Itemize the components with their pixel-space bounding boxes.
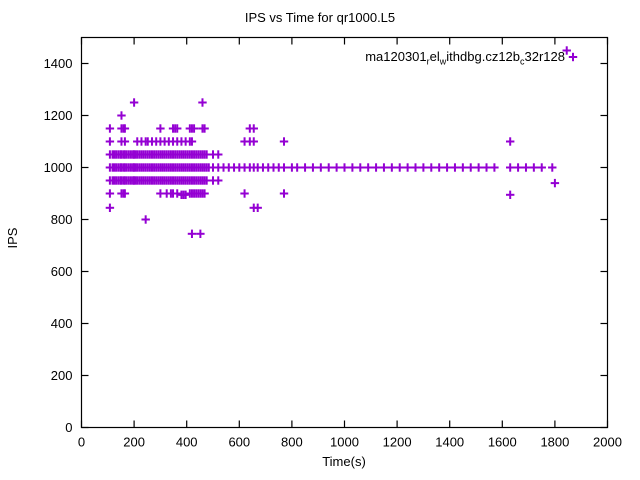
x-tick-label: 1800: [540, 435, 569, 450]
y-axis-label: IPS: [5, 227, 20, 248]
x-axis-ticks: 0 200 400 600 800 1000 1200 1400 1600 1800 2000: [78, 37, 622, 450]
x-tick-label: 1600: [488, 435, 517, 450]
x-tick-label: 800: [281, 435, 303, 450]
legend: ma120301relwithdbg.cz12bc32r128: [365, 49, 578, 67]
x-tick-label: 400: [176, 435, 198, 450]
legend-entry-label: ma120301relwithdbg.cz12bc32r128: [365, 49, 565, 67]
y-tick-label: 800: [51, 212, 73, 227]
y-tick-label: 200: [51, 368, 73, 383]
chart-title: IPS vs Time for qr1000.L5: [245, 10, 395, 25]
x-tick-label: 0: [78, 435, 85, 450]
y-tick-label: 1400: [44, 56, 73, 71]
x-tick-label: 1400: [435, 435, 464, 450]
y-tick-label: 0: [65, 420, 72, 435]
x-axis-label: Time(s): [322, 454, 366, 469]
y-axis-ticks: 0 200 400 600 800 1000 1200 1400: [44, 56, 608, 435]
x-tick-label: 200: [123, 435, 145, 450]
y-tick-label: 400: [51, 316, 73, 331]
y-tick-label: 1000: [44, 160, 73, 175]
x-tick-label: 600: [228, 435, 250, 450]
y-tick-label: 600: [51, 264, 73, 279]
series-points: [105, 46, 571, 238]
legend-key-marker: [568, 52, 578, 62]
x-tick-label: 2000: [593, 435, 622, 450]
data-series-markers: [105, 46, 571, 238]
x-tick-label: 1200: [383, 435, 412, 450]
plot-frame: [80, 36, 609, 429]
x-tick-label: 1000: [330, 435, 359, 450]
y-tick-label: 1200: [44, 108, 73, 123]
